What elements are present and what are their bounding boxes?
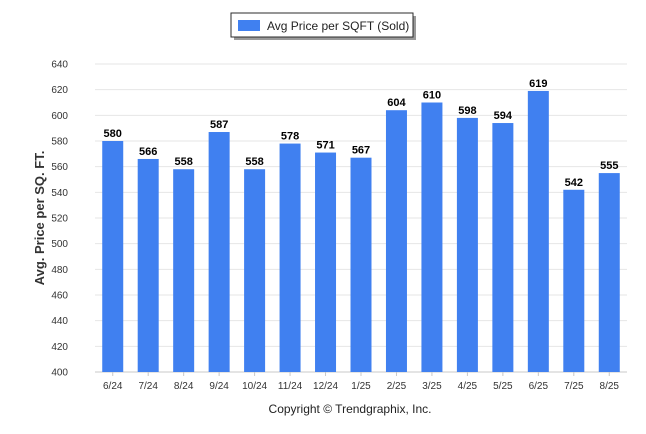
legend: Avg Price per SQFT (Sold) (230, 12, 416, 40)
bar (563, 189, 585, 372)
legend-box (230, 12, 414, 38)
bar-value-label: 598 (458, 105, 476, 117)
bar-value-label: 587 (210, 119, 228, 131)
x-tick-label: 1/25 (351, 381, 371, 392)
y-tick-label: 400 (51, 368, 68, 379)
y-tick-label: 540 (51, 188, 68, 199)
x-tick-label: 4/25 (458, 381, 478, 392)
y-axis-title: Avg. Price per SQ. FT. (32, 151, 47, 286)
y-tick-label: 620 (51, 85, 68, 96)
y-tick-label: 500 (51, 239, 68, 250)
bar-value-label: 580 (104, 128, 122, 140)
bar (492, 123, 514, 373)
bar (173, 169, 195, 372)
y-tick-label: 640 (51, 60, 68, 71)
bar-value-label: 594 (494, 110, 513, 122)
bar-value-label: 558 (245, 156, 263, 168)
x-tick-label: 12/24 (313, 381, 338, 392)
legend-swatch (238, 20, 260, 31)
bar-value-label: 619 (529, 78, 547, 90)
bar-value-label: 571 (316, 140, 334, 152)
x-tick-label: 3/25 (422, 381, 442, 392)
bar (137, 158, 159, 372)
y-tick-label: 580 (51, 137, 68, 148)
x-tick-label: 9/24 (209, 381, 229, 392)
legend-label: Avg Price per SQFT (Sold) (267, 19, 409, 33)
bar (102, 141, 124, 372)
bar-value-label: 555 (600, 160, 618, 172)
y-axis-ticks: 400 420 440 460 480 500 520 540 560 580 600 620 640 (51, 60, 68, 379)
x-tick-label: 7/24 (138, 381, 158, 392)
bar (527, 90, 549, 372)
bar (208, 132, 230, 372)
bar-value-label: 578 (281, 131, 299, 143)
bar (421, 102, 443, 372)
y-tick-label: 440 (51, 316, 68, 327)
bar (315, 152, 337, 372)
x-tick-label: 7/25 (564, 381, 584, 392)
bar-value-label: 567 (352, 145, 370, 157)
bar (350, 157, 372, 372)
x-tick-label: 8/24 (174, 381, 194, 392)
bar-value-label: 542 (565, 177, 583, 189)
bar (385, 110, 407, 372)
bar-value-label: 558 (174, 156, 192, 168)
bar (598, 173, 620, 372)
bar (279, 143, 301, 372)
x-tick-label: 11/24 (278, 381, 303, 392)
y-tick-label: 560 (51, 162, 68, 173)
x-tick-label: 6/25 (529, 381, 549, 392)
data-labels: 580 566 558 587 558 578 571 567 604 610 598 594 619 5… (104, 78, 619, 189)
y-tick-label: 480 (51, 265, 68, 276)
y-tick-label: 460 (51, 291, 68, 302)
bar (456, 117, 478, 373)
bars (102, 90, 620, 373)
x-tick-label: 6/24 (103, 381, 123, 392)
x-tick-label: 5/25 (493, 381, 513, 392)
y-tick-label: 600 (51, 111, 68, 122)
bar (244, 169, 266, 372)
bar-value-label: 604 (387, 97, 406, 109)
x-tick-label: 8/25 (600, 381, 620, 392)
x-tick-label: 2/25 (387, 381, 407, 392)
bar-value-label: 566 (139, 146, 157, 158)
x-axis-ticks: 6/24 7/24 8/24 9/24 10/24 11/24 12/24 1/25 2/25 3… (103, 372, 619, 392)
y-tick-label: 520 (51, 214, 68, 225)
y-tick-label: 420 (51, 342, 68, 353)
bar-value-label: 610 (423, 90, 441, 102)
copyright-footer: Copyright © Trendgraphix, Inc. (269, 402, 432, 416)
x-tick-label: 10/24 (242, 381, 267, 392)
